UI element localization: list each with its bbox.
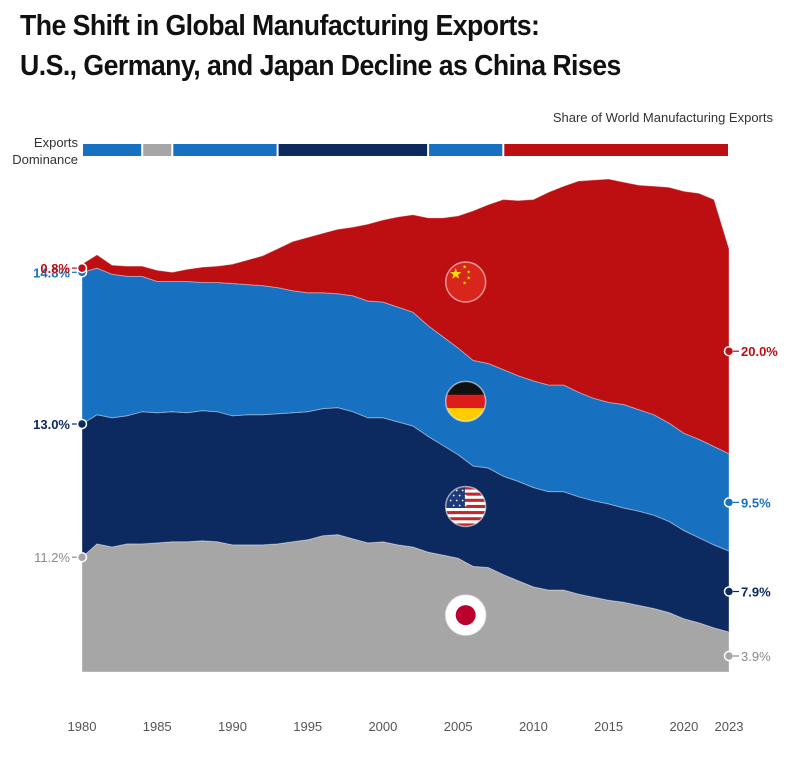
end-label-japan: 3.9% (723, 649, 771, 664)
x-tick-2010: 2010 (519, 719, 548, 734)
dominance-segment-2-japan (143, 144, 172, 156)
start-labels: 11.2% 13.0% 14.8%0.8% (33, 261, 88, 565)
end-marker-germany (723, 497, 735, 508)
germany-flag-icon (444, 380, 487, 423)
end-value-united-states: 7.9% (741, 585, 771, 600)
area-japan (81, 534, 730, 673)
dominance-label: Exports Dominance (12, 135, 78, 167)
country-flags (444, 261, 487, 636)
title-line-2: U.S., Germany, and Japan Decline as Chin… (20, 50, 621, 82)
end-marker-united-states (723, 586, 735, 597)
start-marker-japan (76, 551, 88, 563)
x-tick-1990: 1990 (218, 719, 247, 734)
area-china (81, 178, 730, 455)
area-germany (81, 267, 730, 552)
chart-title: The Shift in Global Manufacturing Export… (20, 6, 738, 86)
start-label-united-states: 13.0% (33, 417, 88, 432)
start-marker-united-states (76, 418, 88, 430)
end-marker-china (723, 345, 735, 357)
start-label-china: 0.8% (40, 261, 88, 276)
start-value-germany: 14.8% (33, 265, 70, 280)
dominance-segment-1-germany (83, 144, 142, 156)
title-line-1: The Shift in Global Manufacturing Export… (20, 10, 540, 42)
end-label-china: 20.0% (723, 344, 778, 359)
end-value-japan: 3.9% (741, 649, 771, 664)
dominance-label-line-1: Exports (34, 135, 79, 150)
dominance-bar (83, 144, 728, 156)
end-value-china: 20.0% (741, 344, 778, 359)
china-flag-icon (444, 261, 487, 303)
chart-subtitle: Share of World Manufacturing Exports (553, 110, 774, 125)
x-tick-2020: 2020 (669, 719, 698, 734)
start-value-china: 0.8% (40, 261, 70, 276)
start-value-japan: 11.2% (34, 550, 70, 565)
dominance-segment-4-united-states (278, 144, 428, 156)
dominance-segment-5-germany (429, 144, 503, 156)
x-tick-1995: 1995 (293, 719, 322, 734)
start-label-japan: 11.2% (34, 550, 88, 565)
end-label-germany: 9.5% (723, 495, 771, 510)
x-tick-2005: 2005 (444, 719, 473, 734)
x-tick-1980: 1980 (68, 719, 97, 734)
dominance-label-line-2: Dominance (12, 152, 78, 167)
dominance-segment-6-china (504, 144, 728, 156)
x-tick-2000: 2000 (368, 719, 397, 734)
usa-flag-icon (444, 485, 487, 528)
start-marker-china (76, 262, 88, 274)
end-value-germany: 9.5% (741, 495, 771, 510)
japan-flag-icon (444, 594, 487, 636)
dominance-segment-3-germany (173, 144, 277, 156)
x-tick-2023: 2023 (715, 719, 744, 734)
start-value-united-states: 13.0% (33, 417, 70, 432)
x-tick-2015: 2015 (594, 719, 623, 734)
end-labels: 3.9% 7.9% 9.5% 20.0% (723, 344, 778, 664)
area-layers (81, 178, 730, 673)
end-label-united-states: 7.9% (723, 585, 771, 600)
x-axis: 1980 1985 1990 1995 2000 2005 2010 2015 2020 2023 (68, 719, 744, 734)
end-marker-japan (723, 650, 735, 662)
x-tick-1985: 1985 (143, 719, 172, 734)
